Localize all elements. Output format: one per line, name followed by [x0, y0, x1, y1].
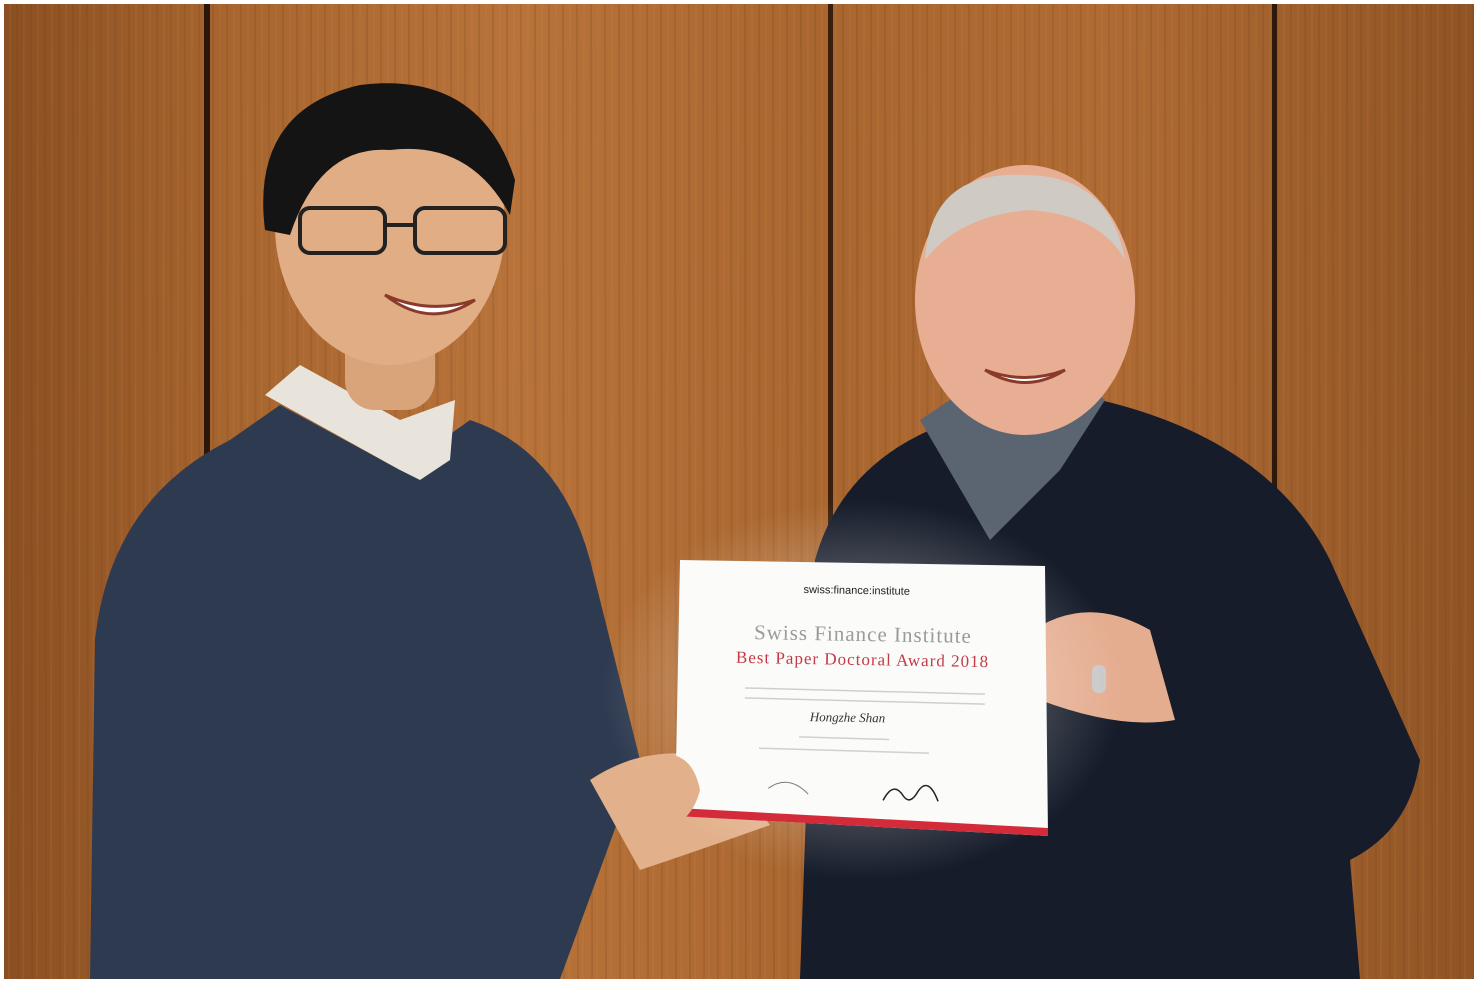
certificate-logo: swiss:finance:institute	[803, 584, 910, 598]
person-left	[90, 83, 770, 979]
signature	[767, 781, 809, 795]
certificate-fine-print	[799, 736, 890, 741]
signature	[882, 784, 939, 802]
certificate-fine-print	[744, 687, 985, 695]
certificate-institute: Swiss Finance Institute	[754, 620, 972, 648]
certificate-paper	[675, 560, 1048, 836]
certificate-fine-print	[758, 747, 929, 754]
certificate-fine-print	[744, 697, 985, 705]
panel-gap	[828, 4, 833, 979]
hand	[640, 754, 700, 830]
certificate: swiss:finance:institute Swiss Finance In…	[602, 500, 1122, 880]
certificate-red-band	[675, 808, 1048, 836]
certificate-award: Best Paper Doctoral Award 2018	[736, 648, 989, 671]
certificate-recipient: Hongzhe Shan	[809, 709, 886, 725]
